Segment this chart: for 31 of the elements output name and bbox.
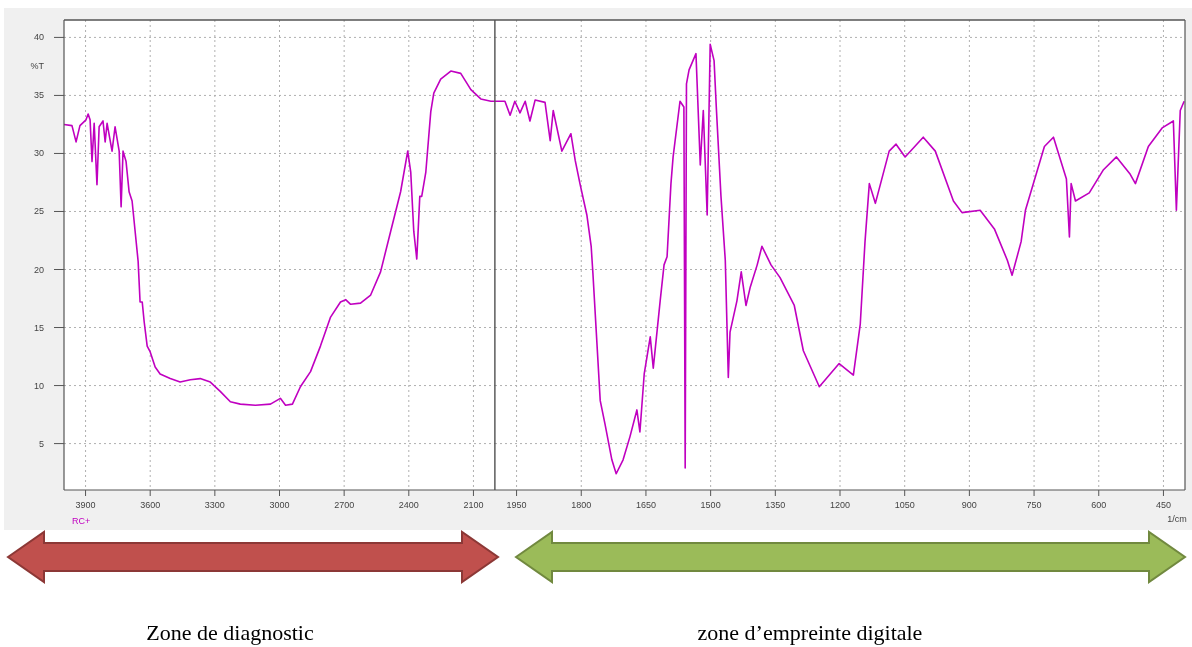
y-tick-label: 5: [38, 438, 44, 449]
x-tick-label: 600: [1091, 500, 1107, 510]
x-tick-label: 1800: [571, 500, 592, 510]
y-tick-label: 20: [33, 264, 44, 275]
x-axis-title: 1/cm: [1167, 514, 1187, 524]
x-tick-label: 1350: [765, 500, 786, 510]
y-tick-label: 35: [33, 90, 44, 101]
text: Zone de diagnostic: [146, 620, 314, 645]
x-tick-label: 1500: [700, 500, 721, 510]
y-tick-label: 10: [33, 380, 44, 391]
x-tick-label: 3000: [269, 500, 290, 510]
x-tick-label: 1050: [894, 500, 915, 510]
text: RC+: [72, 516, 91, 526]
x-tick-label: 2400: [398, 500, 419, 510]
y-tick-label: 30: [33, 148, 44, 159]
y-tick-label: 15: [33, 322, 44, 333]
x-tick-label: 2100: [463, 500, 484, 510]
x-tick-label: 900: [961, 500, 977, 510]
y-tick-label: 40: [33, 32, 44, 43]
x-tick-label: 1950: [506, 500, 527, 510]
y-axis-title: %T: [30, 61, 45, 71]
x-tick-label: 3600: [140, 500, 161, 510]
text: zone d’empreinte digitale: [697, 620, 923, 645]
x-tick-label: 3900: [75, 500, 96, 510]
y-tick-label: 25: [33, 206, 44, 217]
x-tick-label: 1200: [829, 500, 851, 510]
x-tick-label: 3300: [204, 500, 225, 510]
x-tick-label: 450: [1155, 500, 1171, 510]
x-tick-label: 2700: [334, 500, 355, 510]
x-tick-label: 750: [1026, 500, 1042, 510]
x-tick-label: 1650: [635, 500, 656, 510]
